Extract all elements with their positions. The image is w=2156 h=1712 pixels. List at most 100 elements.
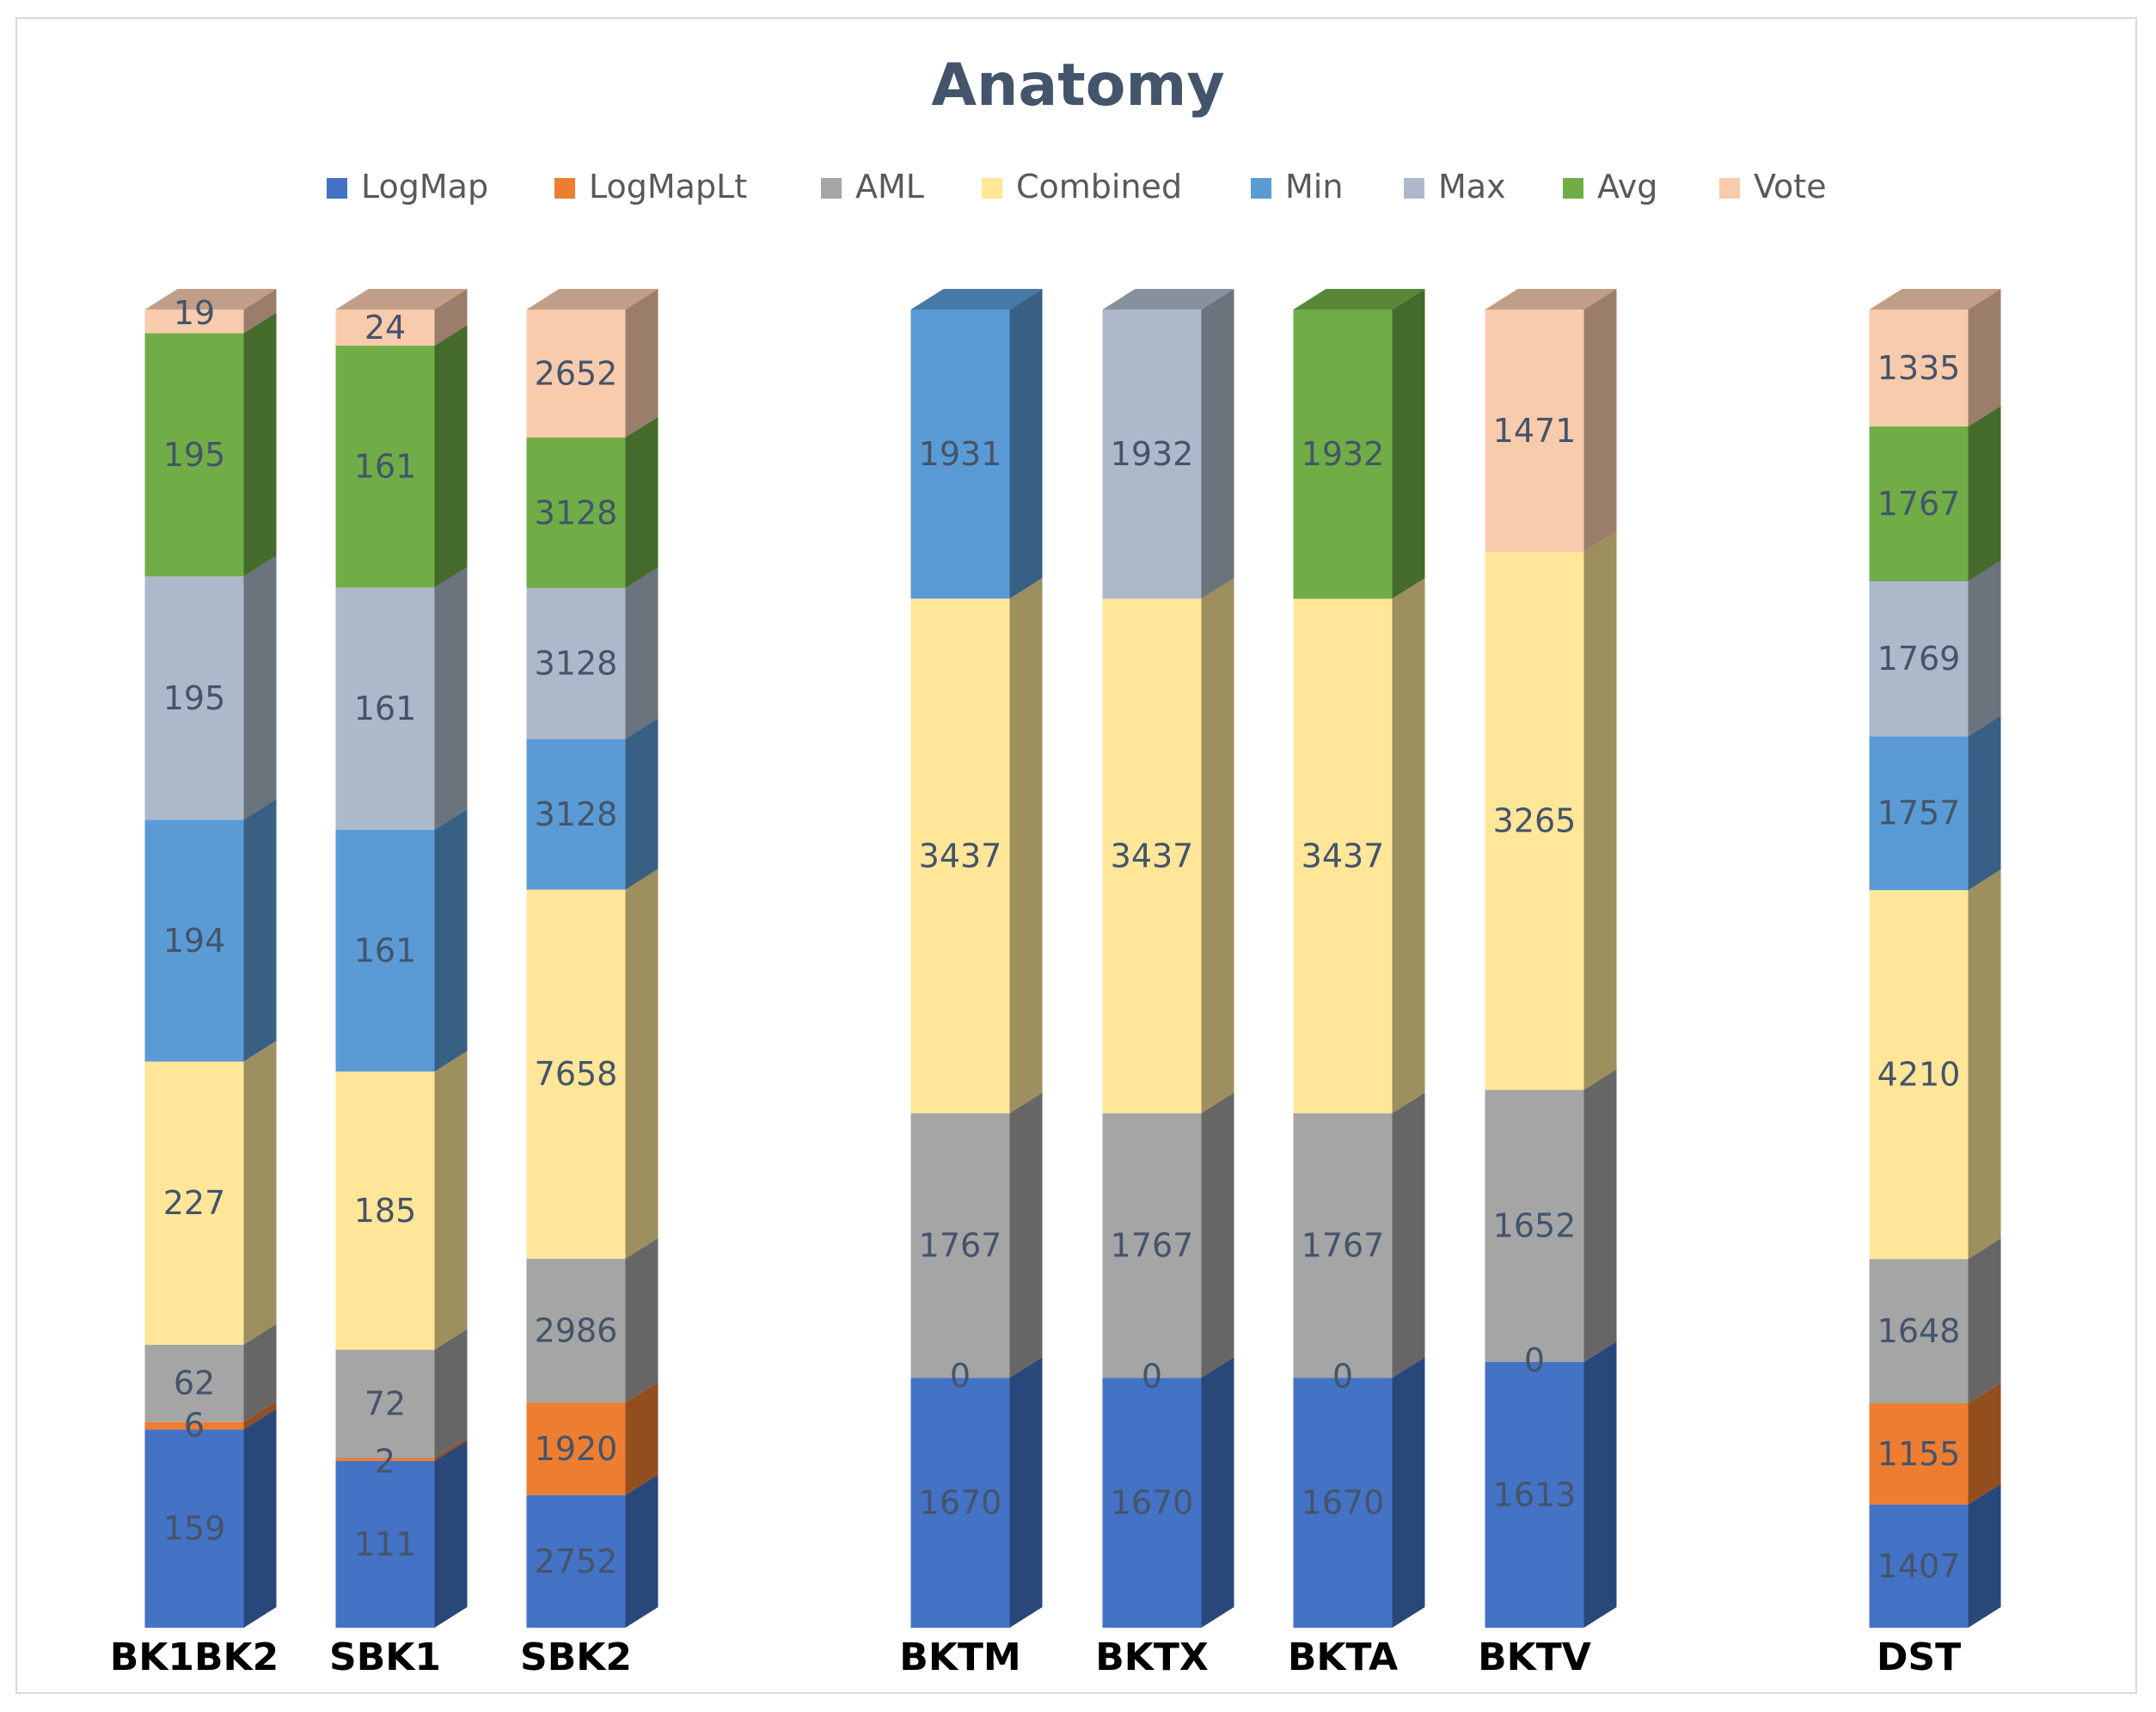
data-label-bktv-aml: 1652 xyxy=(1493,1207,1577,1245)
bar-side-sbk2-logmaplt xyxy=(625,1382,658,1495)
bar-group-sbk1: 111 2 72 185 161 161 161 24 xyxy=(335,289,468,1628)
legend-label: LogMap xyxy=(361,168,488,206)
data-label-bktx-logmap: 1670 xyxy=(1111,1484,1194,1522)
bar-sbk2-logmaplt xyxy=(526,1402,626,1495)
data-label-sbk2-min: 3128 xyxy=(535,795,618,833)
bar-top-bktv xyxy=(1485,289,1617,310)
legend-item-vote: Vote xyxy=(1719,168,1827,206)
data-label-bktv-vote: 1471 xyxy=(1493,412,1577,450)
bar-side-bkta-avg xyxy=(1392,289,1425,599)
data-label-bkta-logmaplt: 0 xyxy=(1332,1357,1353,1395)
bar-side-sbk2-logmap xyxy=(625,1474,658,1628)
x-tick-label-sbk1: SBK1 xyxy=(329,1635,441,1679)
data-label-dst-aml: 1648 xyxy=(1877,1312,1961,1350)
x-tick-label-bk1bk2: BK1BK2 xyxy=(110,1635,279,1679)
bar-bktv-combined xyxy=(1485,551,1584,1090)
bar-side-bktx-max xyxy=(1201,289,1234,599)
bar-sbk1-vote xyxy=(335,310,435,346)
bar-bktm-aml xyxy=(910,1113,1010,1378)
data-label-sbk1-min: 161 xyxy=(354,932,417,970)
bar-dst-min xyxy=(1869,736,1969,891)
bar-side-dst-avg xyxy=(1968,406,2001,582)
data-label-bk1bk2-aml: 62 xyxy=(174,1365,215,1402)
data-label-bktv-combined: 3265 xyxy=(1493,802,1577,840)
data-label-bktm-logmaplt: 0 xyxy=(950,1357,971,1395)
bar-bk1bk2-combined xyxy=(144,1061,244,1345)
bar-bktm-min xyxy=(910,310,1010,599)
bar-side-sbk1-logmap xyxy=(434,1439,468,1628)
bar-side-sbk2-min xyxy=(625,718,658,890)
bar-sbk1-max xyxy=(335,587,435,830)
bar-side-bkta-aml xyxy=(1392,1092,1425,1378)
bar-side-bktx-logmap xyxy=(1201,1357,1234,1628)
data-label-bkta-logmap: 1670 xyxy=(1302,1484,1385,1522)
data-label-sbk2-combined: 7658 xyxy=(535,1055,618,1093)
bar-side-bk1bk2-min xyxy=(243,799,277,1062)
bar-side-bktv-aml xyxy=(1583,1069,1617,1362)
data-label-sbk1-logmap: 111 xyxy=(354,1525,417,1563)
data-label-bk1bk2-avg: 195 xyxy=(163,436,226,474)
legend: LogMap LogMapLt AML Combined Min Max Avg Vote xyxy=(327,168,1827,206)
bar-bktx-max xyxy=(1102,310,1202,599)
legend-swatch xyxy=(327,178,347,199)
bar-side-dst-aml xyxy=(1968,1238,2001,1403)
legend-swatch xyxy=(554,178,575,199)
data-label-bktm-aml: 1767 xyxy=(919,1226,1002,1264)
bar-side-dst-logmaplt xyxy=(1968,1382,2001,1505)
data-label-dst-max: 1769 xyxy=(1877,640,1961,678)
x-tick-label-sbk2: SBK2 xyxy=(520,1635,632,1679)
legend-label: Max xyxy=(1438,168,1506,206)
bar-top-bktm xyxy=(910,289,1043,310)
data-label-bk1bk2-logmaplt: 6 xyxy=(184,1407,205,1445)
bar-side-sbk1-max xyxy=(434,567,468,830)
x-axis-labels: BK1BK2 SBK1 SBK2 BKTM BKTX BKTA BKTV DST xyxy=(110,1635,1961,1679)
legend-swatch xyxy=(1719,178,1740,199)
legend-label: Combined xyxy=(1016,168,1182,206)
bar-dst-logmap xyxy=(1869,1504,1969,1628)
bar-top-sbk2 xyxy=(526,289,658,310)
bar-side-bktv-combined xyxy=(1583,531,1617,1090)
bar-bktm-combined xyxy=(910,598,1010,1114)
bar-side-dst-logmap xyxy=(1968,1483,2001,1628)
bar-side-bktx-aml xyxy=(1201,1092,1234,1378)
bar-group-bktv: 1613 0 1652 3265 1471 xyxy=(1485,289,1617,1628)
bar-dst-logmaplt xyxy=(1869,1402,1969,1505)
bar-side-sbk2-aml xyxy=(625,1237,658,1403)
data-label-bktv-logmap: 1613 xyxy=(1493,1476,1577,1513)
bar-top-sbk1 xyxy=(335,289,468,310)
bar-side-sbk1-aml xyxy=(434,1328,468,1458)
bar-bktv-aml xyxy=(1485,1089,1584,1362)
data-label-dst-vote: 1335 xyxy=(1877,349,1961,387)
data-label-sbk1-avg: 161 xyxy=(354,448,417,486)
bar-side-bktm-combined xyxy=(1009,578,1043,1114)
bar-sbk2-logmap xyxy=(526,1494,626,1628)
bar-side-bkta-combined xyxy=(1392,578,1425,1114)
bar-sbk1-aml xyxy=(335,1349,435,1458)
bar-side-bktv-vote xyxy=(1583,289,1617,552)
data-label-sbk1-max: 161 xyxy=(354,690,417,727)
bar-side-dst-combined xyxy=(1968,869,2001,1260)
data-label-bkta-aml: 1767 xyxy=(1302,1226,1385,1264)
x-tick-label-bktx: BKTX xyxy=(1095,1635,1209,1679)
data-label-sbk2-avg: 3128 xyxy=(535,494,618,531)
data-label-sbk1-vote: 24 xyxy=(364,309,406,347)
bar-group-bktx: 1670 0 1767 3437 1932 xyxy=(1102,289,1234,1628)
x-tick-label-bktm: BKTM xyxy=(899,1635,1020,1679)
bar-bktx-aml xyxy=(1102,1113,1202,1378)
legend-label: Avg xyxy=(1597,168,1657,206)
legend-label: Min xyxy=(1285,168,1343,206)
bar-bk1bk2-min xyxy=(144,819,244,1062)
bar-dst-avg xyxy=(1869,426,1969,582)
bar-bk1bk2-logmaplt xyxy=(144,1421,244,1430)
bar-side-bk1bk2-avg xyxy=(243,312,277,577)
bar-side-sbk2-combined xyxy=(625,868,658,1259)
bar-bktv-logmap xyxy=(1485,1361,1584,1628)
legend-item-logmap: LogMap xyxy=(327,168,488,206)
data-label-sbk1-aml: 72 xyxy=(364,1385,406,1423)
bar-side-bkta-logmap xyxy=(1392,1357,1425,1628)
legend-label: AML xyxy=(855,168,924,206)
legend-swatch xyxy=(1404,178,1424,199)
data-label-bktx-logmaplt: 0 xyxy=(1142,1357,1162,1395)
x-tick-label-bktv: BKTV xyxy=(1478,1635,1591,1679)
bar-sbk1-avg xyxy=(335,345,435,588)
